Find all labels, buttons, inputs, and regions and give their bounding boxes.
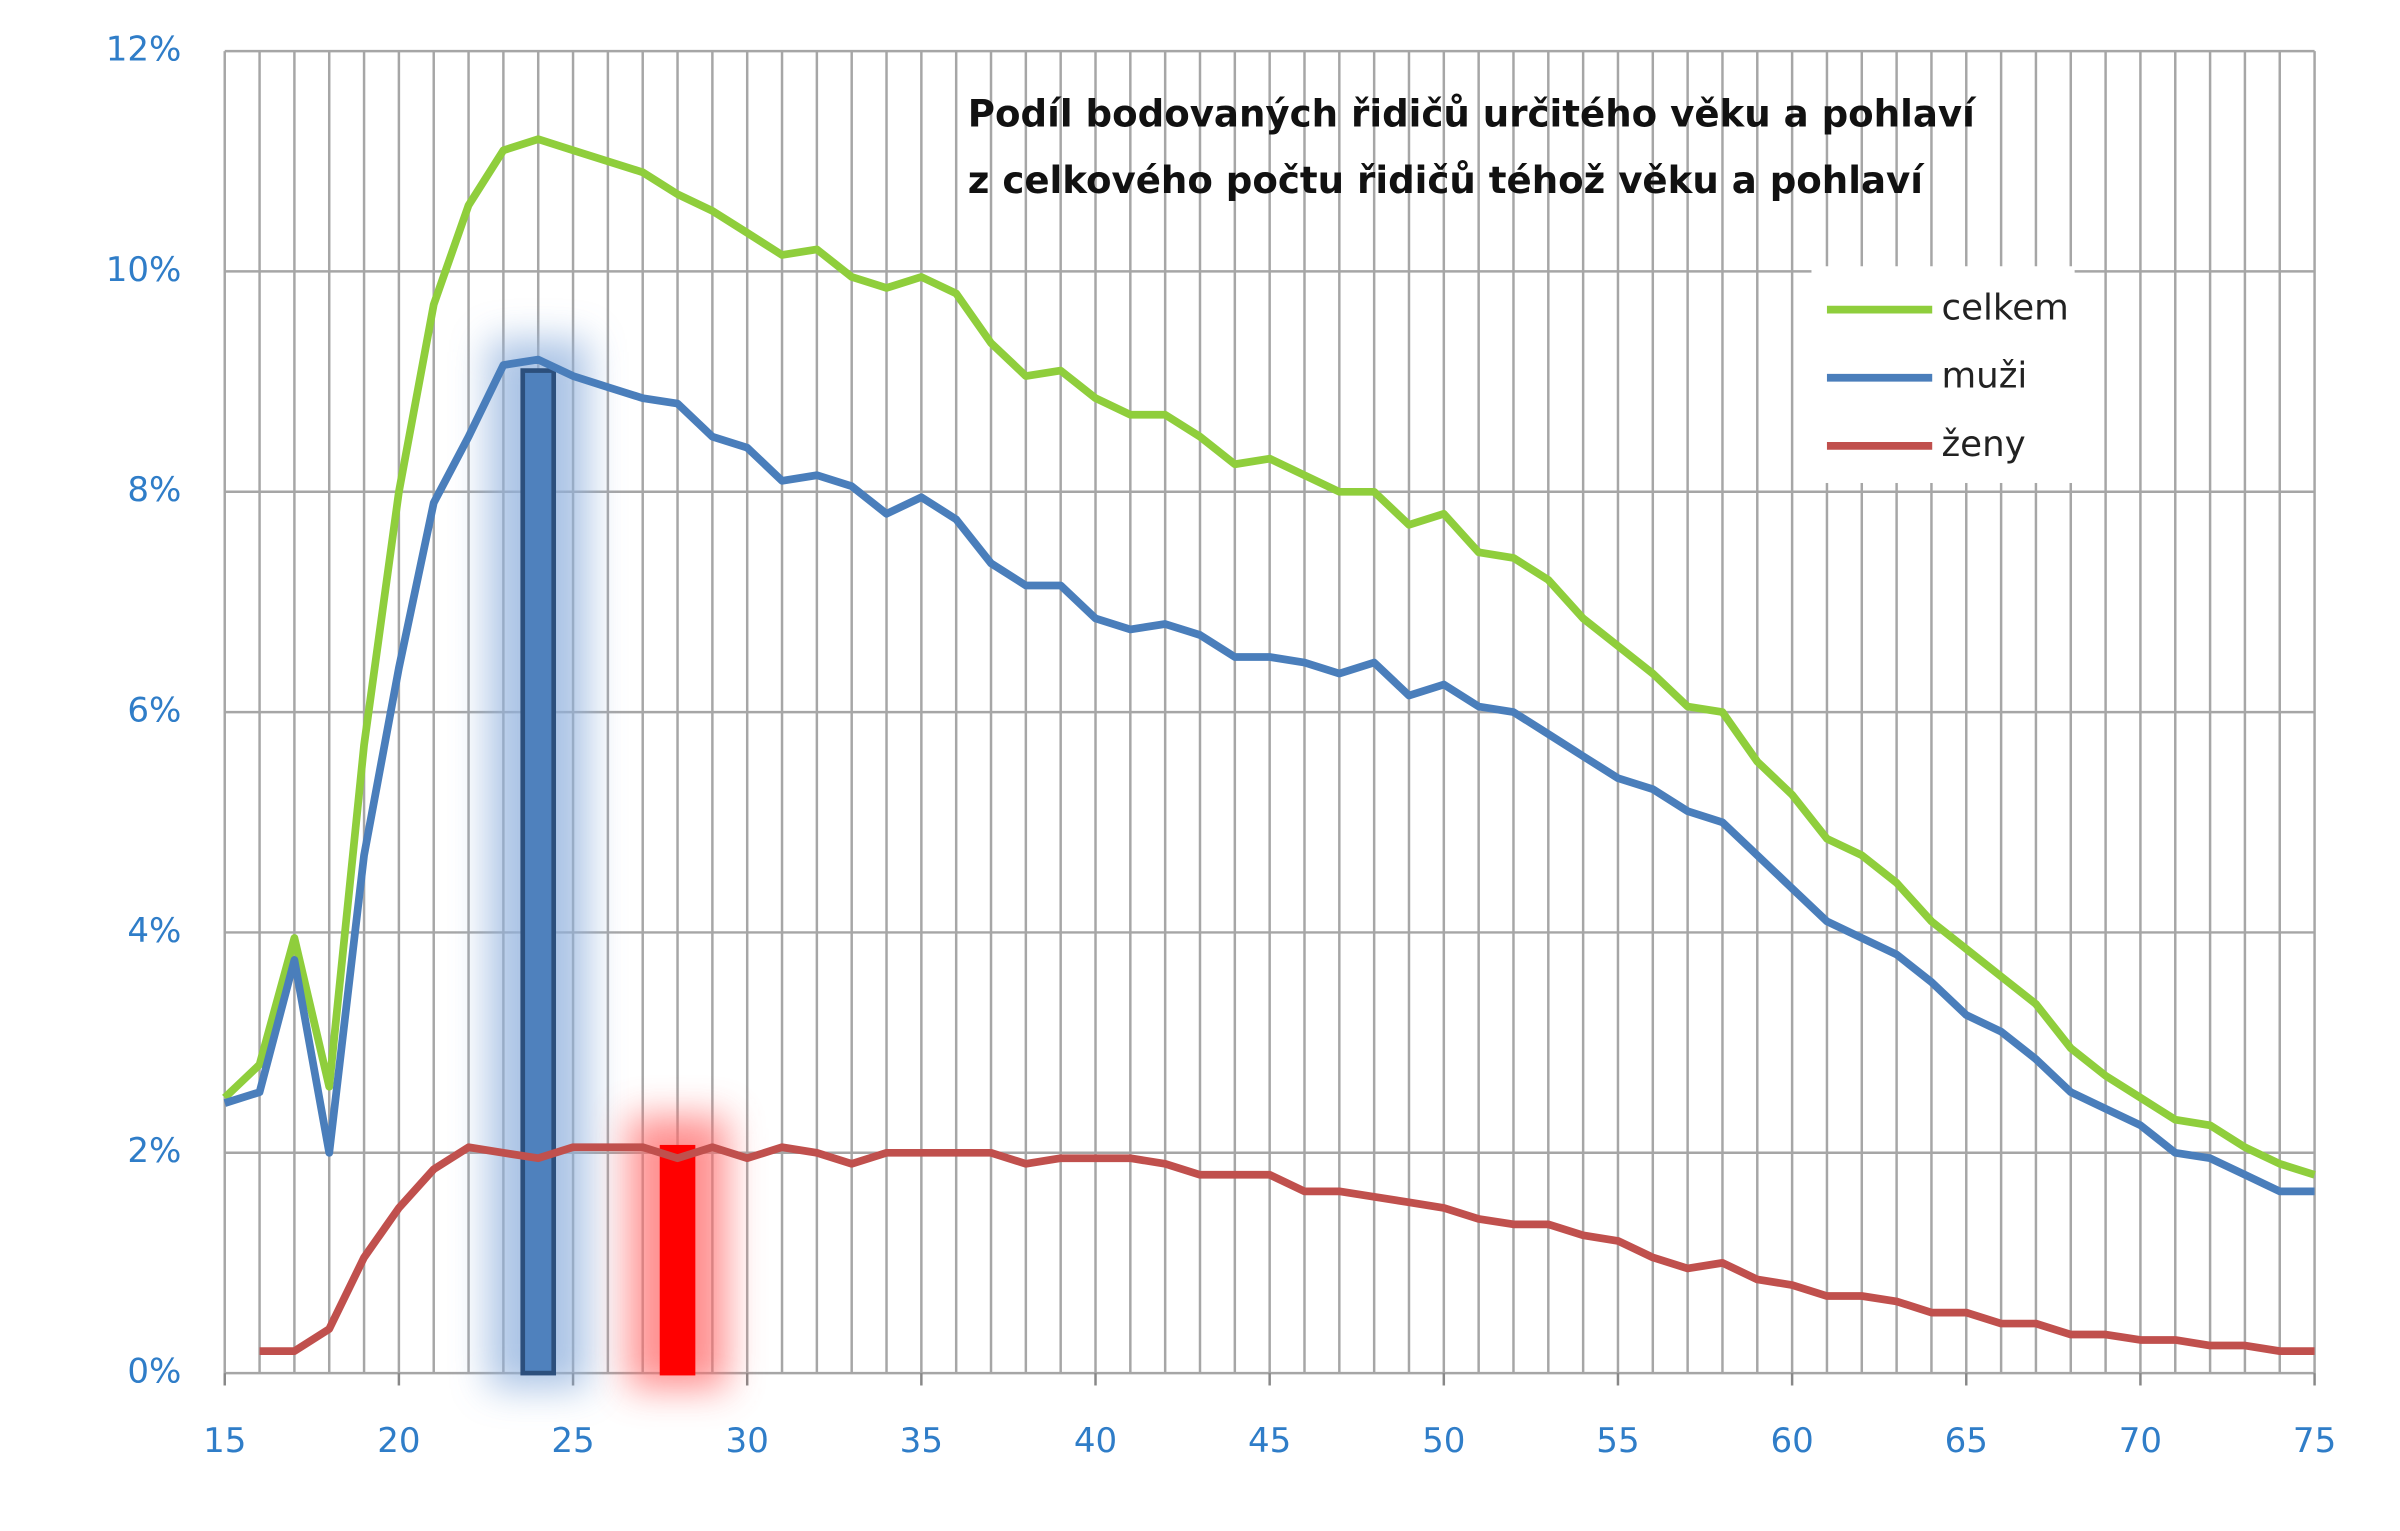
series-line	[222, 135, 2316, 1179]
x-tick-label: 50	[1422, 1421, 1465, 1461]
x-tick-label: 35	[900, 1421, 943, 1461]
x-tick-label: 75	[2293, 1421, 2336, 1461]
x-tick-label: 30	[726, 1421, 769, 1461]
y-tick-label: 12%	[106, 30, 182, 70]
legend-label: ženy	[1942, 424, 2026, 465]
y-tick-label: 6%	[127, 691, 181, 731]
legend-label: muži	[1942, 356, 2028, 397]
y-tick-label: 4%	[127, 911, 181, 951]
x-tick-label: 20	[377, 1421, 420, 1461]
x-tick-label: 15	[203, 1421, 246, 1461]
highlight-bar	[520, 368, 557, 1376]
highlight-bar	[659, 1144, 696, 1376]
chart-title: Podíl bodovaných řidičů určitého věku a …	[968, 93, 1977, 136]
legend-label: celkem	[1942, 288, 2069, 329]
y-tick-label: 10%	[106, 250, 182, 290]
lines	[222, 135, 2316, 1355]
x-tick-label: 60	[1770, 1421, 1813, 1461]
y-tick-label: 2%	[127, 1131, 181, 1171]
x-tick-label: 70	[2119, 1421, 2162, 1461]
highlights	[488, 339, 728, 1389]
series-line	[223, 355, 2315, 1196]
x-tick-label: 25	[551, 1421, 594, 1461]
y-tick-label: 8%	[127, 470, 181, 510]
x-tick-label: 65	[1945, 1421, 1988, 1461]
x-tick-label: 40	[1074, 1421, 1117, 1461]
series-line	[259, 1143, 2315, 1355]
x-tick-label: 55	[1596, 1421, 1639, 1461]
x-tick-label: 45	[1248, 1421, 1291, 1461]
y-tick-label: 0%	[127, 1352, 181, 1392]
chart-title: z celkového počtu řidičů téhož věku a po…	[968, 159, 1925, 202]
legend: celkem muži ženy	[1811, 266, 2075, 483]
